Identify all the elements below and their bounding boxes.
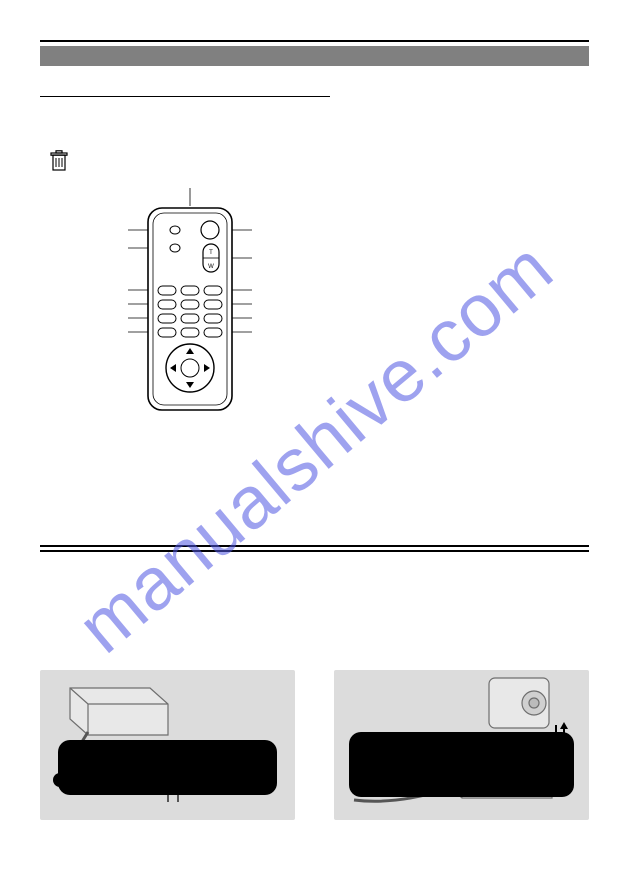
subsection-rule (40, 96, 330, 97)
photo-caption-overlay (58, 740, 277, 795)
trash-icon (50, 150, 68, 177)
section-heading-bar (40, 46, 589, 66)
top-rule (40, 40, 589, 42)
photo-camcorder-connect (334, 670, 589, 820)
photo-ac-adapter: 1 2 (40, 670, 295, 820)
section-divider (40, 545, 589, 552)
zoom-label-w: W (208, 264, 214, 270)
remote-control-diagram: T W (120, 185, 280, 425)
photo-caption-overlay (349, 732, 574, 797)
photo-row: 1 2 (40, 670, 589, 820)
manual-page: T W (0, 0, 629, 893)
zoom-label-t: T (209, 250, 213, 256)
